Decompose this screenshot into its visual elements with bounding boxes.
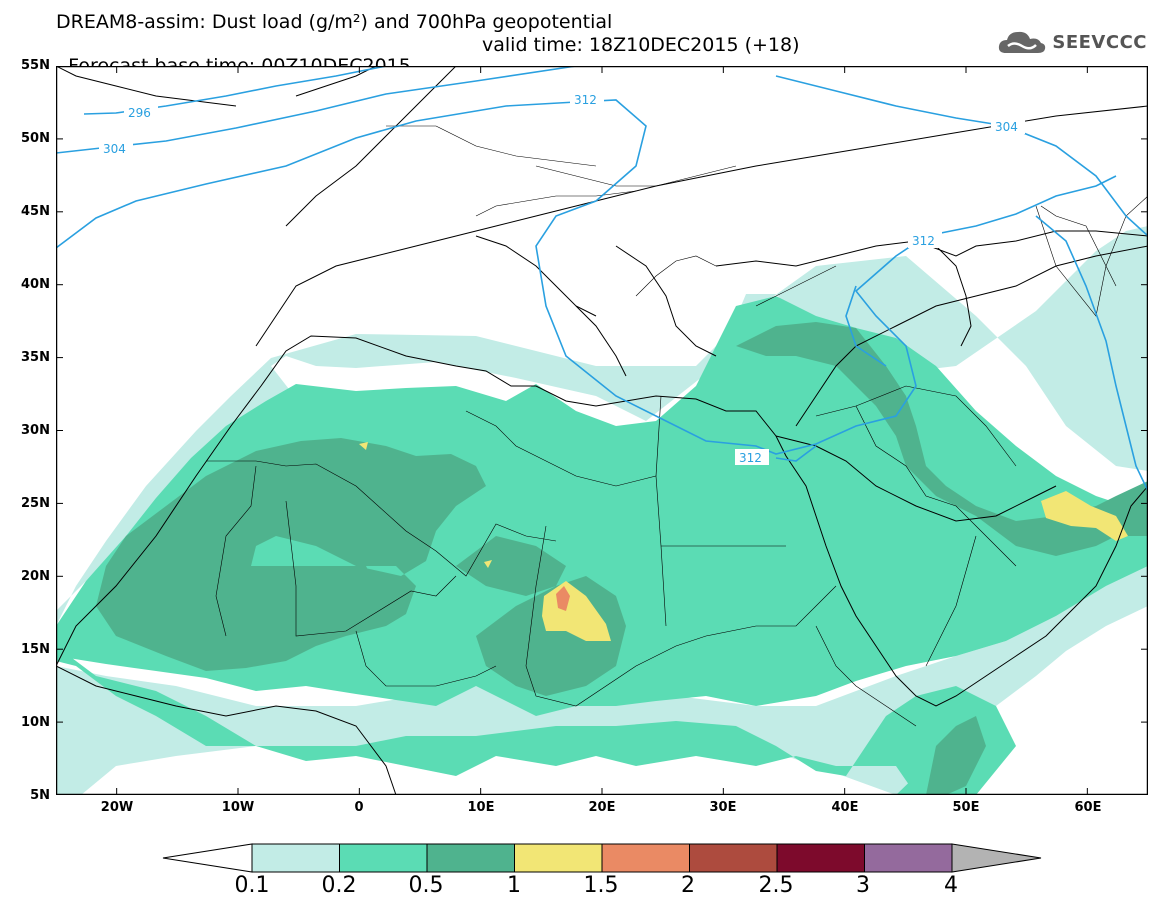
lat-label: 35N — [21, 350, 50, 365]
contour-label-296: 296 — [128, 106, 151, 120]
lon-label: 20E — [588, 800, 616, 815]
colorbar-label: 2 — [681, 873, 695, 898]
lon-label: 40E — [831, 800, 859, 815]
logo-text: SEEVCCC — [1052, 31, 1147, 53]
lon-label: 20W — [100, 800, 134, 815]
lat-label: 10N — [21, 715, 50, 730]
cloud-icon — [999, 31, 1046, 53]
country-borders — [206, 125, 1148, 727]
colorbar-swatch — [514, 843, 603, 873]
contour-label-312-south: 312 — [739, 451, 762, 465]
contour-label-304: 304 — [103, 142, 126, 156]
valid-time: valid time: 18Z10DEC2015 (+18) — [482, 34, 800, 56]
lat-label: 30N — [21, 423, 50, 438]
lat-label: 20N — [21, 569, 50, 584]
contour-label-304-east: 304 — [995, 120, 1018, 134]
lat-label: 15N — [21, 642, 50, 657]
colorbar-swatch — [426, 843, 515, 873]
dust-band-1.5 — [556, 586, 570, 611]
lon-label: 50E — [952, 800, 980, 815]
colorbar-label: 1.5 — [583, 873, 619, 898]
colorbar-low-arrow — [162, 843, 253, 873]
lon-label: 0 — [354, 800, 364, 815]
colorbar-swatch — [776, 843, 865, 873]
seevccc-logo: SEEVCCC — [996, 27, 1147, 57]
lon-label: 10W — [221, 800, 255, 815]
colorbar-label: 3 — [856, 873, 870, 898]
dust-band-1 — [359, 442, 1128, 641]
lat-label: 5N — [30, 788, 50, 803]
lat-label: 55N — [21, 58, 50, 73]
map-title: DREAM8-assim: Dust load (g/m²) and 700hP… — [56, 11, 613, 33]
lon-label: 30E — [709, 800, 737, 815]
colorbar-swatch — [689, 843, 778, 873]
contour-labels: 296 304 312 312 312 304 — [99, 91, 1025, 465]
colorbar-label: 1 — [507, 873, 521, 898]
colorbar-label: 0.1 — [234, 873, 270, 898]
lat-label: 50N — [21, 131, 50, 146]
lon-label: 10E — [467, 800, 495, 815]
colorbar-label: 4 — [944, 873, 958, 898]
colorbar-label: 2.5 — [758, 873, 794, 898]
colorbar-high-arrow — [951, 843, 1042, 873]
colorbar-swatch — [339, 843, 428, 873]
colorbar-swatch — [251, 843, 340, 873]
lon-label: 60E — [1074, 800, 1102, 815]
axis-ticks — [56, 66, 1148, 795]
contour-label-312-east: 312 — [912, 234, 935, 248]
colorbar — [162, 843, 1042, 873]
contour-label-312-north: 312 — [574, 93, 597, 107]
colorbar-label: 0.5 — [408, 873, 444, 898]
lat-label: 40N — [21, 277, 50, 292]
lat-label: 45N — [21, 204, 50, 219]
dust-load-map: 296 304 312 312 312 304 — [56, 66, 1148, 795]
colorbar-swatch — [601, 843, 690, 873]
colorbar-label: 0.2 — [321, 873, 357, 898]
colorbar-swatch — [864, 843, 953, 873]
lat-label: 25N — [21, 496, 50, 511]
